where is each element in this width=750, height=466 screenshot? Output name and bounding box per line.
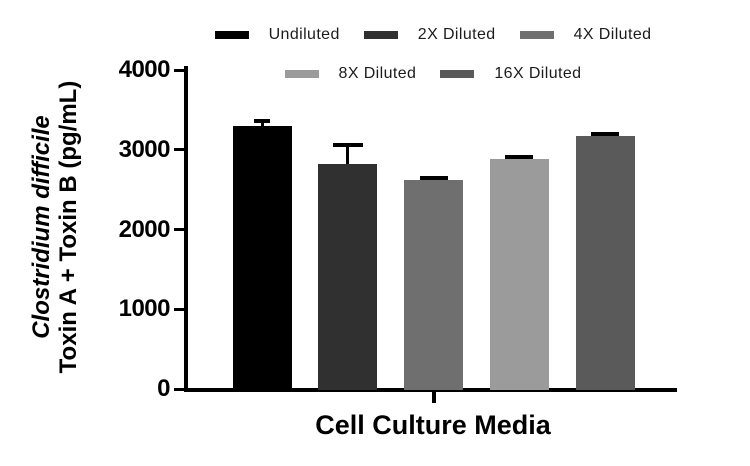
y-tick-1000 — [174, 307, 184, 311]
bar-2x-diluted — [318, 164, 378, 390]
error-bar-stem-undiluted — [260, 121, 264, 126]
y-axis-label-line1: Clostridium difficile — [28, 115, 55, 339]
error-bar-cap-16x-diluted — [591, 132, 619, 137]
y-tick-label-2000: 2000 — [118, 215, 171, 243]
legend-row-1: Undiluted 2X Diluted 4X Diluted — [214, 26, 652, 44]
legend-swatch-4x-diluted — [519, 31, 554, 39]
legend-item-2x-diluted: 2X Diluted — [363, 26, 496, 44]
chart-legend: Undiluted 2X Diluted 4X Diluted 8X Diluted… — [186, 26, 680, 83]
y-tick-2000 — [174, 228, 184, 231]
x-axis-line — [184, 388, 677, 392]
bar-4x-diluted — [404, 180, 463, 390]
error-bar-cap-4x-diluted — [419, 176, 448, 181]
legend-label-16x-diluted: 16X Diluted — [494, 65, 582, 82]
x-axis-label: Cell Culture Media — [315, 410, 551, 440]
legend-item-8x-diluted: 8X Diluted — [284, 65, 417, 83]
y-axis-line — [184, 66, 188, 392]
error-bar-cap-8x-diluted — [505, 154, 534, 159]
legend-swatch-8x-diluted — [284, 70, 319, 78]
error-bar-cap-2x-diluted — [332, 142, 363, 147]
y-axis-label: Clostridium difficile Toxin A + Toxin B … — [28, 81, 82, 374]
bar-undiluted — [232, 125, 292, 390]
legend-row-2: 8X Diluted 16X Diluted — [284, 65, 582, 83]
y-tick-label-4000: 4000 — [118, 56, 171, 83]
legend-item-undiluted: Undiluted — [214, 26, 340, 44]
legend-item-4x-diluted: 4X Diluted — [519, 26, 652, 44]
legend-swatch-2x-diluted — [363, 31, 398, 39]
legend-swatch-undiluted — [214, 31, 249, 39]
legend-label-4x-diluted: 4X Diluted — [573, 26, 652, 43]
y-tick-0 — [174, 387, 184, 391]
y-tick-label-3000: 3000 — [118, 135, 171, 163]
x-tick-cell-culture-media — [431, 392, 436, 403]
error-bar-cap-undiluted — [254, 119, 270, 124]
y-tick-4000 — [174, 68, 184, 72]
y-axis-label-line2: Toxin A + Toxin B (pg/mL) — [55, 80, 82, 374]
bar-16x-diluted — [575, 135, 635, 390]
error-bar-stem-2x-diluted — [346, 144, 350, 165]
legend-swatch-16x-diluted — [440, 70, 475, 78]
legend-label-undiluted: Undiluted — [268, 26, 340, 43]
y-tick-3000 — [174, 148, 184, 152]
y-tick-label-1000: 1000 — [118, 295, 171, 323]
legend-label-2x-diluted: 2X Diluted — [417, 26, 496, 43]
legend-label-8x-diluted: 8X Diluted — [338, 65, 417, 82]
legend-item-16x-diluted: 16X Diluted — [440, 65, 581, 83]
y-tick-label-0: 0 — [157, 375, 170, 402]
bar-8x-diluted — [489, 158, 549, 390]
